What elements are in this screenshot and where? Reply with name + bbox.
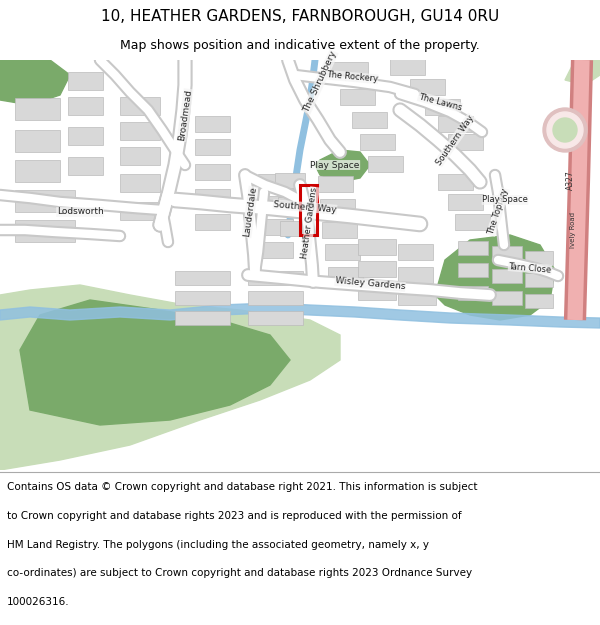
Text: co-ordinates) are subject to Crown copyright and database rights 2023 Ordnance S: co-ordinates) are subject to Crown copyr… [7, 568, 472, 578]
Text: A327: A327 [566, 170, 575, 190]
Bar [320, 199, 355, 215]
Bar [195, 116, 230, 132]
Bar [318, 176, 353, 192]
Circle shape [543, 108, 587, 152]
Bar [248, 291, 303, 305]
Bar [195, 164, 230, 180]
Bar [330, 62, 368, 80]
Bar [458, 286, 488, 300]
Bar [525, 294, 553, 308]
Text: HM Land Registry. The polygons (including the associated geometry, namely x, y: HM Land Registry. The polygons (includin… [7, 540, 429, 550]
Bar [275, 173, 305, 188]
Polygon shape [20, 300, 290, 425]
Text: 10, HEATHER GARDENS, FARNBOROUGH, GU14 0RU: 10, HEATHER GARDENS, FARNBOROUGH, GU14 0… [101, 9, 499, 24]
Text: The Rockery: The Rockery [326, 70, 378, 84]
Bar [328, 267, 363, 283]
Bar [368, 156, 403, 172]
Bar [358, 284, 396, 300]
Text: Wisley Gardens: Wisley Gardens [335, 276, 406, 291]
Bar [448, 134, 483, 150]
Bar [425, 99, 460, 115]
Text: Southern Way: Southern Way [434, 113, 476, 167]
Bar [15, 220, 75, 242]
Text: The Lawns: The Lawns [417, 92, 463, 112]
Bar [438, 174, 473, 190]
Text: Lauderdale: Lauderdale [242, 186, 258, 238]
Bar [175, 271, 230, 285]
Bar [120, 174, 160, 192]
Bar [360, 134, 395, 150]
Bar [438, 116, 473, 132]
Text: The Topiary: The Topiary [486, 188, 510, 236]
Bar [195, 214, 230, 230]
Circle shape [547, 112, 583, 148]
Bar [398, 244, 433, 260]
Bar [448, 194, 483, 210]
Bar [398, 289, 436, 305]
Text: Ively Road: Ively Road [570, 212, 576, 248]
Bar [280, 221, 310, 236]
Text: Contains OS data © Crown copyright and database right 2021. This information is : Contains OS data © Crown copyright and d… [7, 482, 478, 492]
Bar [492, 246, 522, 260]
Bar [120, 97, 160, 115]
Polygon shape [315, 150, 370, 182]
Bar [525, 273, 553, 287]
Text: Tarn Close: Tarn Close [508, 262, 552, 274]
Circle shape [553, 118, 577, 142]
Bar [248, 271, 303, 285]
Bar [68, 157, 103, 175]
Text: Play Space: Play Space [482, 196, 528, 204]
Bar [492, 291, 522, 305]
Bar [15, 190, 75, 212]
Text: to Crown copyright and database rights 2023 and is reproduced with the permissio: to Crown copyright and database rights 2… [7, 511, 462, 521]
Bar [258, 219, 293, 235]
Polygon shape [565, 60, 600, 85]
Bar [175, 311, 230, 325]
Bar [325, 244, 360, 260]
Bar [15, 160, 60, 182]
Bar [68, 97, 103, 115]
Bar [458, 263, 488, 277]
Bar [195, 139, 230, 155]
Text: Play Space: Play Space [310, 161, 359, 169]
Bar [258, 174, 293, 190]
Bar [68, 72, 103, 90]
Bar [258, 196, 293, 212]
Text: Map shows position and indicative extent of the property.: Map shows position and indicative extent… [120, 39, 480, 51]
Text: The Shrubbery: The Shrubbery [302, 50, 338, 114]
Text: 100026316.: 100026316. [7, 597, 70, 607]
Text: Heather Gardens: Heather Gardens [301, 187, 319, 259]
Bar [15, 130, 60, 152]
Bar [258, 242, 293, 258]
Bar [340, 89, 375, 105]
Bar [390, 59, 425, 75]
Bar [175, 291, 230, 305]
Bar [248, 311, 303, 325]
Polygon shape [435, 235, 555, 320]
Bar [398, 267, 433, 283]
Polygon shape [0, 60, 70, 105]
Text: Lodsworth: Lodsworth [56, 208, 103, 216]
Bar [458, 241, 488, 255]
Bar [322, 222, 357, 238]
Bar [68, 127, 103, 145]
Bar [15, 98, 60, 120]
Bar [455, 214, 490, 230]
Bar [278, 197, 308, 212]
Text: Broadmead: Broadmead [177, 89, 193, 141]
Bar [492, 269, 522, 283]
Text: Southern Way: Southern Way [273, 200, 337, 214]
Bar [120, 122, 160, 140]
Bar [525, 251, 553, 265]
Bar [120, 147, 160, 165]
Bar [195, 189, 230, 205]
Bar [300, 185, 317, 235]
Bar [120, 202, 160, 220]
Bar [358, 261, 396, 277]
Polygon shape [0, 285, 340, 470]
Bar [358, 239, 396, 255]
Bar [352, 112, 387, 128]
Bar [410, 79, 445, 95]
